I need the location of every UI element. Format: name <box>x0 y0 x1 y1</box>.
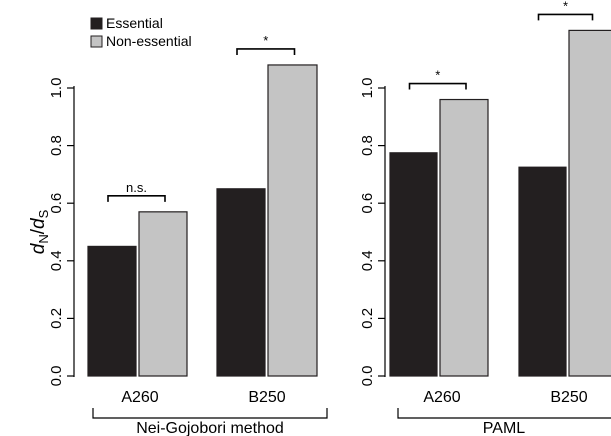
y-tick-label: 0.4 <box>48 250 65 271</box>
bar-a260-essential <box>87 245 137 377</box>
x-tick-label-a260: A260 <box>423 389 460 406</box>
significance-bracket <box>537 13 594 21</box>
y-tick-label: 1.0 <box>359 78 376 99</box>
y-tick-label: 0.8 <box>359 135 376 156</box>
bar-a260-non-essential <box>138 211 188 377</box>
y-tick-label: 0.0 <box>48 366 65 387</box>
legend-label-essential: Essential <box>106 15 163 31</box>
significance-label: * <box>563 0 568 13</box>
x-tick-label-b250: B250 <box>248 389 285 406</box>
y-axis-ticks: 0.0 0.2 0.4 0.6 0.8 1.0 <box>48 78 74 387</box>
y-tick-label: 0.2 <box>359 308 376 329</box>
bars-paml <box>389 29 611 377</box>
panel-paml: 0.00.20.40.60.81.0 ** A260 B250 PAML <box>359 0 611 436</box>
y-tick-label: 0.2 <box>48 308 65 329</box>
legend: Essential Non-essential <box>90 15 192 49</box>
y-tick-label: 0.8 <box>48 135 65 156</box>
significance-label: n.s. <box>126 180 147 195</box>
y-tick-label: 1.0 <box>48 78 65 99</box>
legend-swatch-non-essential <box>90 35 103 48</box>
significance-bracket <box>408 82 467 90</box>
group-bracket <box>397 408 611 419</box>
group-label-paml: PAML <box>483 420 525 436</box>
significance-bracket <box>236 48 296 55</box>
significance-brackets: ** <box>408 0 594 90</box>
bars-nei-gojobori <box>87 64 318 377</box>
y-tick-label: 0.6 <box>48 193 65 214</box>
x-tick-label-a260: A260 <box>121 389 158 406</box>
panel-nei-gojobori: 0.0 0.2 0.4 0.6 0.8 1.0 n.s. * A260 B250 Nei-G… <box>48 33 328 436</box>
significance-bracket <box>107 195 166 202</box>
bar-b250-essential <box>518 166 567 377</box>
y-tick-label: 0.0 <box>359 366 376 387</box>
group-label-nei-gojobori: Nei-Gojobori method <box>136 420 284 436</box>
significance-label: * <box>263 33 268 48</box>
group-bracket <box>92 408 328 419</box>
y-tick-label: 0.4 <box>359 250 376 271</box>
bar-b250-essential <box>216 188 266 377</box>
y-tick-label: 0.6 <box>359 193 376 214</box>
legend-swatch-essential <box>90 17 103 30</box>
bar-a260-non-essential <box>439 98 489 377</box>
y-axis-ticks: 0.0 0.2 0.4 0.6 0.8 1.0 <box>359 78 385 387</box>
bar-b250-non-essential <box>568 29 611 377</box>
x-tick-label-b250: B250 <box>550 389 587 406</box>
y-axis-label: dN/dS <box>28 209 51 254</box>
significance-brackets: n.s. * <box>107 33 296 202</box>
legend-label-non-essential: Non-essential <box>106 33 192 49</box>
bar-b250-non-essential <box>267 64 318 377</box>
significance-label: * <box>435 68 440 83</box>
bar-a260-essential <box>389 152 438 377</box>
